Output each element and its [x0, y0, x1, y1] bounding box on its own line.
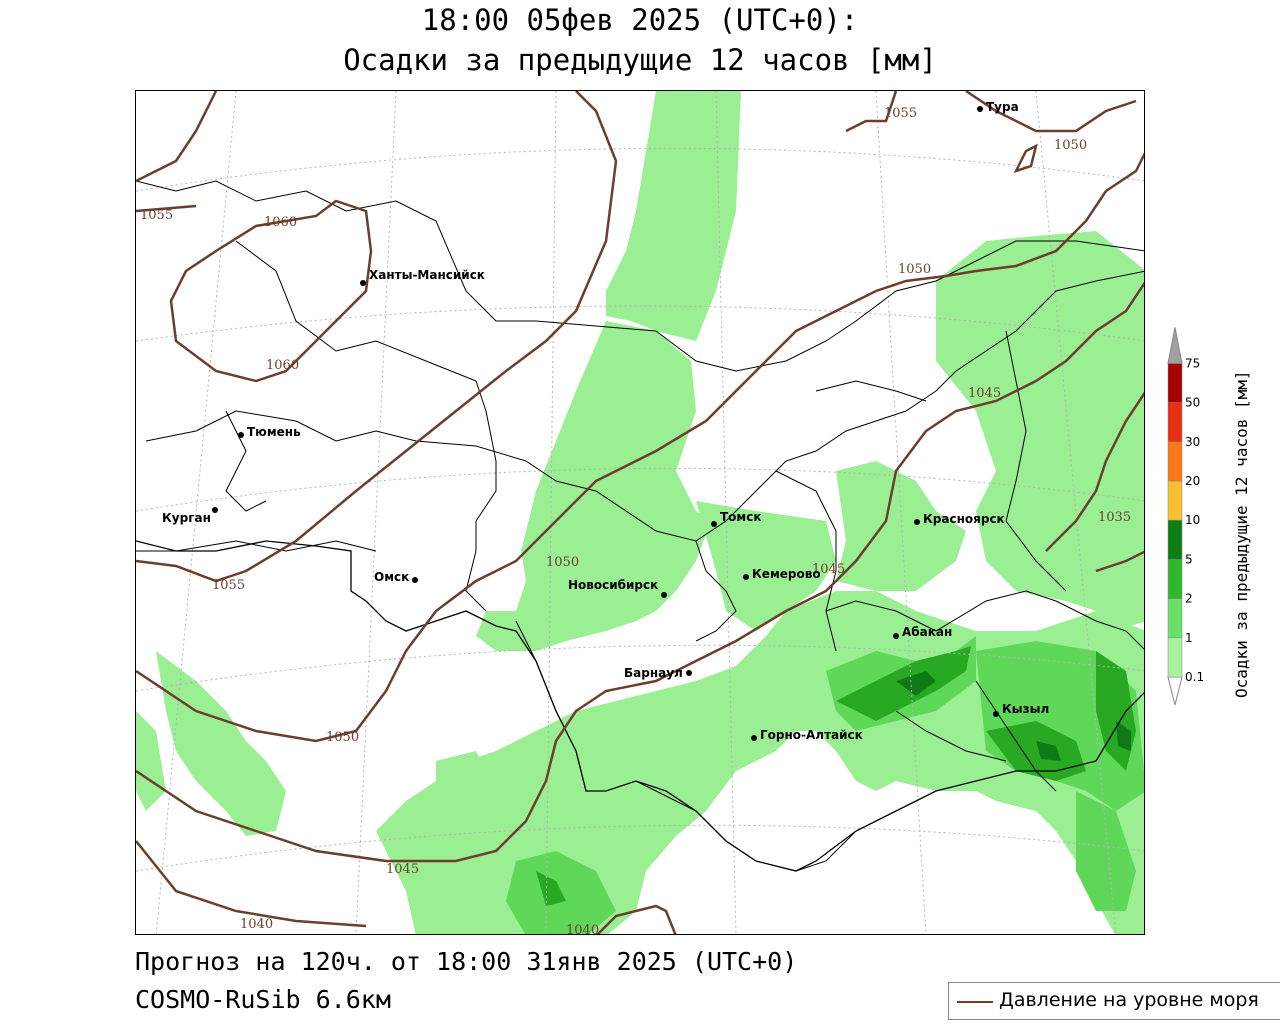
- colorbar-tick-label: 10: [1185, 513, 1200, 527]
- colorbar-title: Осадки за предыдущие 12 часов [мм]: [1232, 370, 1251, 698]
- map-subtitle: Осадки за предыдущие 12 часов [мм]: [343, 43, 937, 77]
- isobar-legend: Давление на уровне моря: [948, 982, 1280, 1020]
- isobar-legend-label: Давление на уровне моря: [999, 989, 1259, 1011]
- colorbar-segment: [1167, 363, 1183, 403]
- colorbar-tick-label: 20: [1185, 474, 1200, 488]
- model-name: COSMO-RuSib 6.6км: [135, 985, 391, 1014]
- city-label-gorno-altaysk: Горно-Алтайск: [760, 728, 863, 742]
- colorbar-segment: [1167, 402, 1183, 443]
- isobar-label: 1055: [212, 578, 245, 593]
- national-border: [136, 540, 1144, 872]
- colorbar-tick-label: 2: [1185, 592, 1193, 606]
- city-markers: [212, 106, 999, 741]
- colorbar-segment: [1167, 480, 1183, 521]
- colorbar-segment: [1167, 637, 1183, 678]
- colorbar-segment: [1167, 519, 1183, 560]
- city-label-kurgan: Курган: [162, 511, 211, 525]
- isobar-legend-swatch: [957, 1001, 993, 1003]
- city-label-krasnoyarsk: Красноярск: [923, 512, 1005, 526]
- isobar-label: 1045: [968, 386, 1001, 401]
- map-canvas: 1055 1060 1060 1055 1050 1050 1045 1045 …: [136, 91, 1144, 935]
- city-label-tyumen: Тюмень: [247, 425, 301, 439]
- forecast-info: Прогноз на 120ч. от 18:00 31янв 2025 (UT…: [135, 947, 798, 976]
- colorbar-tick-label: 75: [1185, 356, 1200, 370]
- colorbar-svg: 0.1 1 2 5 10 20 30 50 75: [1167, 327, 1204, 706]
- precip-heavy: [536, 646, 1136, 906]
- city-label-abakan: Абакан: [902, 625, 952, 639]
- isobar-label: 1050: [546, 555, 579, 570]
- graticule: [136, 91, 1144, 934]
- city-label-omsk: Омск: [374, 570, 409, 584]
- colorbar-tick-label: 0.1: [1185, 670, 1204, 684]
- isobar-label: 1040: [566, 923, 599, 935]
- isobar-label: 1060: [264, 215, 297, 230]
- colorbar-segment: [1167, 441, 1183, 482]
- colorbar-segment: [1167, 598, 1183, 639]
- isobar-label: 1035: [1098, 510, 1131, 525]
- city-label-tomsk: Томск: [720, 510, 762, 524]
- colorbar-segment: [1167, 559, 1183, 599]
- city-label-barnaul: Барнаул: [624, 666, 683, 680]
- colorbar-tick-label: 50: [1185, 396, 1200, 410]
- isobar-label: 1045: [386, 862, 419, 877]
- isobar-label: 1050: [898, 262, 931, 277]
- isobar-label: 1040: [240, 917, 273, 932]
- isobar-label: 1055: [884, 106, 917, 121]
- colorbar-tick-label: 5: [1185, 552, 1193, 566]
- map-title: 18:00 05фев 2025 (UTC+0):: [421, 3, 859, 37]
- colorbar-over-triangle: [1167, 327, 1183, 364]
- precipitation-colorbar: 0.1 1 2 5 10 20 30 50 75: [1160, 310, 1280, 720]
- isobar-label: 1045: [812, 562, 845, 577]
- city-label-novosibirsk: Новосибирск: [568, 578, 658, 592]
- isobar-label: 1055: [140, 208, 173, 223]
- city-label-tura: Тура: [986, 100, 1019, 114]
- colorbar-under-triangle: [1167, 676, 1183, 706]
- isobar-label: 1050: [1054, 138, 1087, 153]
- city-label-khanty-mansiysk: Ханты-Мансийск: [369, 268, 485, 282]
- city-label-kyzyl: Кызыл: [1002, 702, 1049, 716]
- precip-very-heavy: [896, 671, 1131, 761]
- isobar-label: 1060: [266, 358, 299, 373]
- precipitation-map: 1055 1060 1060 1055 1050 1050 1045 1045 …: [135, 90, 1145, 935]
- colorbar-tick-label: 1: [1185, 631, 1193, 645]
- region-borders: [136, 180, 1144, 872]
- isobar-label: 1050: [326, 730, 359, 745]
- city-label-kemerovo: Кемерово: [752, 567, 821, 581]
- isobars: [136, 91, 1144, 934]
- colorbar-tick-label: 30: [1185, 435, 1200, 449]
